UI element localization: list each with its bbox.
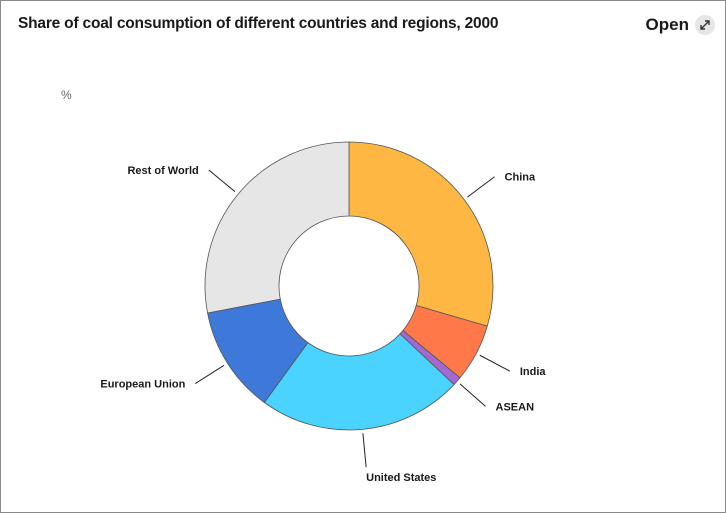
slice-rest-of-world[interactable]: [204, 141, 350, 314]
label-rest-of-world: Rest of World: [127, 165, 198, 177]
leader-asean: [459, 383, 486, 407]
label-india: India: [520, 366, 547, 378]
leader-india: [479, 354, 511, 372]
label-asean: ASEAN: [496, 401, 535, 413]
leader-european-union: [195, 364, 225, 384]
label-china: China: [505, 172, 536, 184]
expand-arrows-icon: [695, 15, 715, 35]
open-button[interactable]: Open: [646, 15, 715, 35]
leader-rest-of-world: [208, 169, 236, 193]
leader-china: [467, 176, 495, 198]
chart-title: Share of coal consumption of different c…: [18, 15, 499, 32]
slice-china[interactable]: [348, 141, 494, 327]
leader-united-states: [362, 433, 367, 468]
slice-labels: China India ASEAN United States European Uni…: [100, 165, 546, 484]
label-united-states: United States: [366, 472, 436, 484]
label-leaders: [195, 169, 511, 468]
donut-slices: [204, 141, 494, 431]
label-european-union: European Union: [100, 379, 185, 391]
slice-united-states[interactable]: [263, 333, 455, 431]
open-label: Open: [645, 15, 689, 34]
unit-label: %: [61, 88, 72, 102]
